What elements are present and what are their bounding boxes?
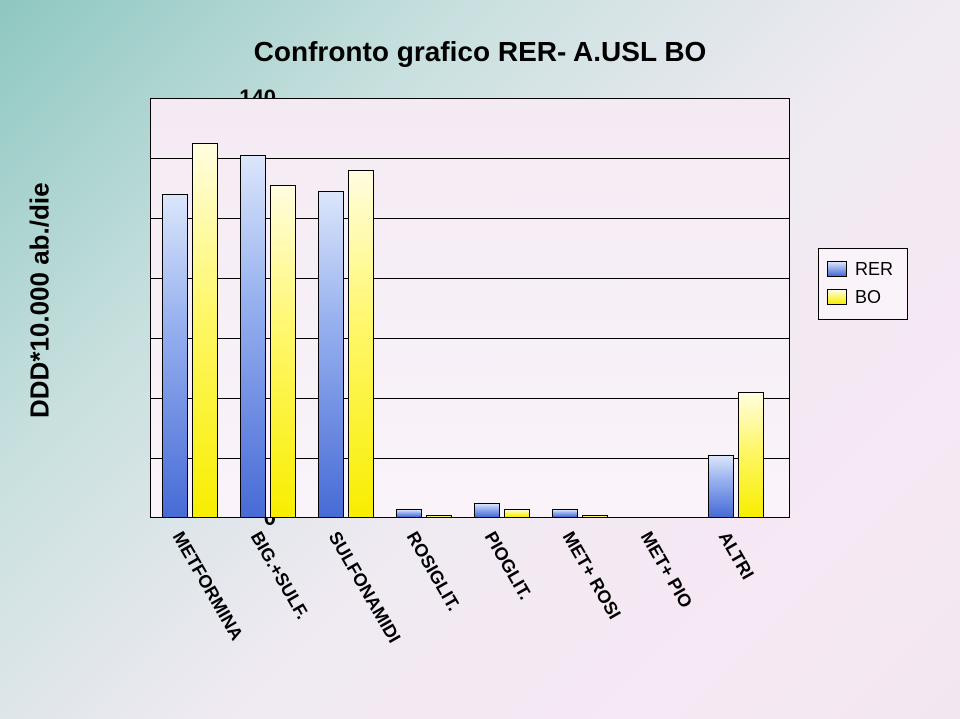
- x-label: SULFONAMIDI: [324, 528, 405, 647]
- x-label: PIOGLIT.: [480, 528, 536, 603]
- chart-title: Confronto grafico RER- A.USL BO: [0, 36, 960, 68]
- bar: [240, 155, 266, 518]
- x-label: MET+ PIO: [636, 528, 696, 612]
- legend-label-bo: BO: [855, 287, 881, 308]
- x-label: METFORMINA: [168, 528, 247, 644]
- x-label: ROSIGLIT.: [402, 528, 464, 615]
- legend-label-rer: RER: [855, 259, 893, 280]
- bar: [474, 503, 500, 518]
- legend-item-rer: RER: [827, 255, 899, 283]
- legend-swatch-rer: [827, 261, 847, 277]
- bar: [348, 170, 374, 518]
- bar: [426, 515, 452, 518]
- page-root: Confronto grafico RER- A.USL BO DDD*10.0…: [0, 0, 960, 719]
- x-label: MET+ ROSI: [558, 528, 625, 623]
- bar: [552, 509, 578, 518]
- x-labels: METFORMINABIG.+SULF.SULFONAMIDIROSIGLIT.…: [150, 528, 790, 658]
- bar: [582, 515, 608, 518]
- bar: [192, 143, 218, 518]
- bar: [318, 191, 344, 518]
- plot-area: [150, 98, 790, 518]
- x-label: BIG.+SULF.: [246, 528, 313, 623]
- bar: [396, 509, 422, 518]
- x-label: ALTRI: [714, 528, 758, 583]
- bar: [270, 185, 296, 518]
- bar: [162, 194, 188, 518]
- legend-swatch-bo: [827, 289, 847, 305]
- bar: [738, 392, 764, 518]
- y-axis-label: DDD*10.000 ab./die: [28, 90, 52, 510]
- bar: [708, 455, 734, 518]
- bar: [504, 509, 530, 518]
- chart-area: 020406080100120140 METFORMINABIG.+SULF.S…: [150, 98, 920, 658]
- legend-item-bo: BO: [827, 283, 899, 311]
- legend: RER BO: [818, 248, 908, 320]
